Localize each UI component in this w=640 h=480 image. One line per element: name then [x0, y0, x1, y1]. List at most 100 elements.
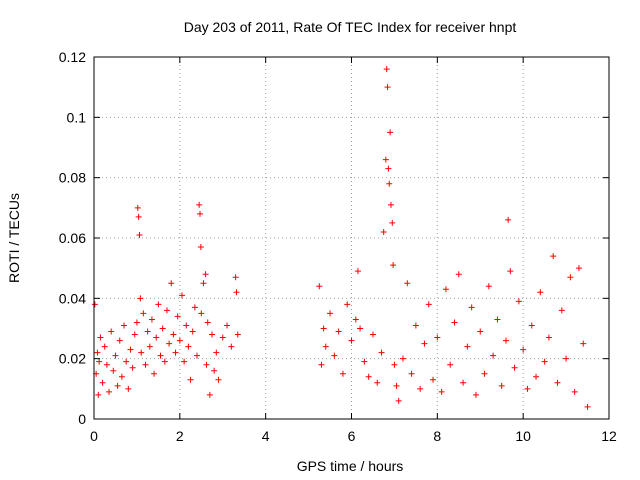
- data-point: [202, 271, 209, 278]
- data-point: [322, 343, 329, 350]
- data-point: [389, 219, 396, 226]
- data-point: [571, 388, 578, 395]
- data-point: [232, 274, 239, 281]
- data-point: [498, 382, 505, 389]
- data-point: [451, 319, 458, 326]
- data-point: [391, 361, 398, 368]
- data-point: [138, 349, 145, 356]
- data-point: [438, 388, 445, 395]
- data-point: [136, 231, 143, 238]
- data-point: [354, 268, 361, 275]
- data-point: [161, 358, 168, 365]
- data-point: [584, 403, 591, 410]
- data-point: [515, 298, 522, 305]
- data-point: [213, 349, 220, 356]
- data-point: [528, 322, 535, 329]
- data-point: [133, 319, 140, 326]
- data-point: [108, 328, 115, 335]
- data-point: [197, 244, 204, 251]
- data-point: [481, 370, 488, 377]
- data-point: [434, 334, 441, 341]
- data-point: [537, 289, 544, 296]
- data-point: [96, 358, 103, 365]
- data-point: [224, 322, 231, 329]
- y-tick-label: 0.12: [59, 49, 86, 65]
- data-point: [168, 280, 175, 287]
- data-point: [146, 343, 153, 350]
- data-point: [477, 328, 484, 335]
- data-point: [176, 337, 183, 344]
- data-point: [387, 129, 394, 136]
- data-point: [339, 370, 346, 377]
- data-point: [558, 307, 565, 314]
- data-point: [369, 331, 376, 338]
- data-point: [194, 352, 200, 359]
- data-point: [390, 262, 397, 269]
- data-point: [234, 331, 241, 338]
- data-point: [191, 304, 198, 311]
- data-point: [442, 286, 449, 293]
- data-point: [320, 325, 327, 332]
- x-tick-label: 8: [433, 428, 441, 444]
- data-points: [91, 66, 591, 410]
- data-point: [511, 364, 518, 371]
- data-point: [189, 328, 196, 335]
- y-tick-label: 0.04: [59, 290, 86, 306]
- data-point: [507, 268, 514, 275]
- data-point: [567, 274, 574, 281]
- axis-ticks: 0 2 4 6 8 10 12 0 0.02 0.04 0.06 0.08 0.1 0.12: [59, 49, 617, 444]
- data-point: [490, 352, 497, 359]
- data-point: [203, 361, 210, 368]
- data-point: [447, 361, 454, 368]
- data-point: [174, 313, 181, 320]
- data-point: [157, 352, 164, 359]
- data-point: [361, 358, 368, 365]
- x-tick-label: 6: [348, 428, 356, 444]
- data-point: [118, 373, 125, 380]
- data-point: [331, 352, 338, 359]
- data-point: [183, 322, 190, 329]
- data-point: [425, 301, 432, 308]
- data-point: [387, 201, 394, 208]
- data-point: [142, 361, 149, 368]
- data-point: [386, 180, 393, 187]
- gridlines: [94, 57, 609, 419]
- data-point: [421, 340, 428, 347]
- data-point: [125, 385, 132, 392]
- data-point: [520, 346, 527, 353]
- x-tick-label: 4: [262, 428, 270, 444]
- data-point: [219, 334, 226, 341]
- data-point: [327, 310, 334, 317]
- data-point: [103, 361, 110, 368]
- data-point: [550, 253, 557, 260]
- data-point: [148, 316, 155, 323]
- data-point: [131, 331, 138, 338]
- data-point: [198, 310, 205, 317]
- data-point: [94, 349, 101, 356]
- data-point: [563, 355, 570, 362]
- data-point: [378, 349, 385, 356]
- data-point: [580, 340, 587, 347]
- data-point: [112, 352, 119, 359]
- data-point: [554, 379, 561, 386]
- data-point: [318, 361, 325, 368]
- y-tick-label: 0.02: [59, 351, 86, 367]
- data-point: [382, 156, 389, 163]
- data-point: [316, 283, 323, 290]
- data-point: [430, 376, 437, 383]
- data-point: [395, 397, 402, 404]
- data-point: [384, 84, 391, 91]
- data-point: [106, 388, 113, 395]
- data-point: [137, 295, 144, 302]
- data-point: [494, 316, 501, 323]
- data-point: [455, 271, 462, 278]
- data-point: [344, 301, 351, 308]
- data-point: [181, 358, 188, 365]
- data-point: [233, 289, 240, 296]
- data-point: [485, 283, 492, 290]
- data-point: [374, 379, 381, 386]
- y-tick-label: 0.06: [59, 230, 86, 246]
- data-point: [206, 391, 213, 398]
- data-point: [144, 328, 151, 335]
- data-point: [101, 343, 108, 350]
